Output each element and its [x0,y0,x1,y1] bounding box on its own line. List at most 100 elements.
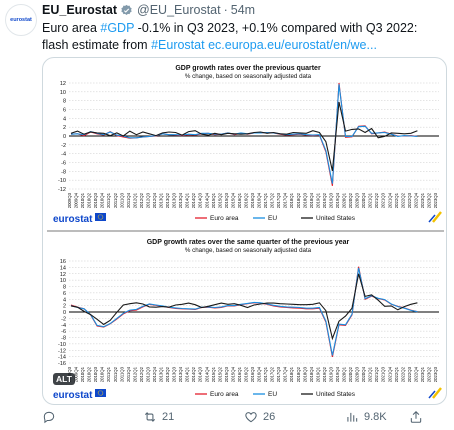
handle[interactable]: @EU_Eurostat [137,3,221,17]
x-tick-label: 2013Q4 [178,366,183,382]
y-tick-label: 2 [63,125,66,131]
x-tick-label: 2021Q3 [381,366,386,382]
y-tick-label: -10 [58,178,66,184]
x-tick-label: 2011Q3 [119,192,124,208]
x-tick-label: 2022Q1 [394,366,399,382]
x-tick-label: 2012Q2 [139,366,144,382]
x-tick-label: 2016Q3 [250,366,255,382]
x-tick-label: 2015Q2 [217,366,222,382]
y-tick-label: 10 [60,90,66,96]
y-tick-label: 12 [60,81,66,87]
x-tick-label: 2009Q3 [67,192,72,208]
x-tick-label: 2021Q4 [387,192,392,208]
x-tick-label: 2019Q3 [328,192,333,208]
tweet-media-image[interactable]: GDP growth rates over the previous quart… [42,57,447,405]
x-tick-label: 2011Q2 [113,192,118,208]
reply-button[interactable] [42,410,143,424]
timestamp[interactable]: 54m [230,3,256,17]
x-tick-label: 2022Q4 [413,192,418,208]
y-tick-label: -6 [61,329,66,335]
chart-title: GDP growth rates over the previous quart… [175,65,321,72]
x-tick-label: 2022Q4 [413,366,418,382]
x-tick-label: 2009Q4 [74,366,79,382]
display-name[interactable]: EU_Eurostat [42,3,118,17]
like-button[interactable]: 26 [244,410,345,424]
corner-mark-icon [428,390,436,399]
eurostat-logo-text: eurostat [53,214,93,225]
eu-flag-icon [95,213,106,221]
chart-subtitle: % change, based on seasonally adjusted d… [185,73,312,80]
x-tick-label: 2020Q4 [361,366,366,382]
legend-label-euro: Euro area [210,215,239,222]
y-tick-label: -10 [58,342,66,348]
x-tick-label: 2015Q2 [217,192,222,208]
y-tick-label: -8 [61,336,66,342]
y-tick-label: -4 [61,323,66,329]
corner-mark-icon [432,387,442,399]
x-tick-label: 2013Q3 [172,366,177,382]
x-tick-label: 2009Q4 [74,192,79,208]
x-tick-label: 2019Q2 [322,366,327,382]
x-tick-label: 2013Q1 [159,192,164,208]
hashtag-eurostat-link[interactable]: #Eurostat [151,38,205,52]
y-tick-label: 6 [63,291,66,297]
share-button[interactable] [409,410,447,424]
x-tick-label: 2011Q3 [119,366,124,382]
x-tick-label: 2012Q2 [139,192,144,208]
x-tick-label: 2018Q1 [289,192,294,208]
x-tick-label: 2021Q3 [381,192,386,208]
x-tick-label: 2020Q1 [342,366,347,382]
x-tick-label: 2021Q2 [374,192,379,208]
y-tick-label: 12 [60,272,66,278]
legend-label-us: United States [316,391,356,398]
x-tick-label: 2023Q1 [420,192,425,208]
x-tick-label: 2022Q3 [407,192,412,208]
y-tick-label: 2 [63,304,66,310]
x-tick-label: 2020Q4 [361,192,366,208]
x-tick-label: 2023Q3 [433,192,438,208]
x-tick-label: 2018Q3 [302,366,307,382]
x-tick-label: 2016Q2 [243,366,248,382]
x-tick-label: 2015Q3 [224,192,229,208]
x-tick-label: 2022Q2 [400,192,405,208]
separator-dot: · [223,3,228,17]
x-tick-label: 2012Q3 [145,192,150,208]
y-tick-label: 6 [63,108,66,114]
x-tick-label: 2019Q3 [328,366,333,382]
legend-label-eu: EU [268,215,277,222]
repost-button[interactable]: 21 [143,410,244,424]
x-tick-label: 2013Q1 [159,366,164,382]
avatar[interactable]: eurostat [5,4,37,36]
x-tick-label: 2017Q1 [263,366,268,382]
x-tick-label: 2014Q3 [198,192,203,208]
x-tick-label: 2012Q4 [152,366,157,382]
y-tick-label: 16 [60,259,66,265]
y-tick-label: 0 [63,310,66,316]
view-count: 9.8K [364,411,387,423]
x-tick-label: 2011Q4 [126,366,131,382]
x-tick-label: 2017Q3 [276,366,281,382]
x-tick-label: 2023Q2 [426,366,431,382]
x-tick-label: 2013Q4 [178,192,183,208]
x-tick-label: 2018Q4 [309,366,314,382]
y-tick-label: -4 [61,152,66,158]
hashtag-gdp-link[interactable]: #GDP [100,21,135,35]
x-tick-label: 2017Q3 [276,192,281,208]
series-line-eu [70,267,418,356]
x-tick-label: 2015Q1 [211,192,216,208]
y-tick-label: -6 [61,161,66,167]
tweet-text-part: -0.1% in Q3 2023, +0.1% compared with Q3… [42,21,418,52]
url-link[interactable]: ec.europa.eu/eurostat/en/we... [204,38,377,52]
alt-text-badge[interactable]: ALT [53,373,75,385]
eu-flag-stars-icon [97,390,104,396]
views-button[interactable]: 9.8K [345,410,409,424]
eu-flag-icon [95,389,106,397]
repost-count: 21 [162,411,175,423]
x-tick-label: 2012Q4 [152,192,157,208]
y-tick-label: 14 [60,265,66,271]
corner-mark-icon [432,211,442,223]
x-tick-label: 2018Q3 [302,192,307,208]
x-tick-label: 2010Q2 [87,366,92,382]
x-tick-label: 2014Q2 [191,366,196,382]
x-tick-label: 2019Q4 [335,192,340,208]
